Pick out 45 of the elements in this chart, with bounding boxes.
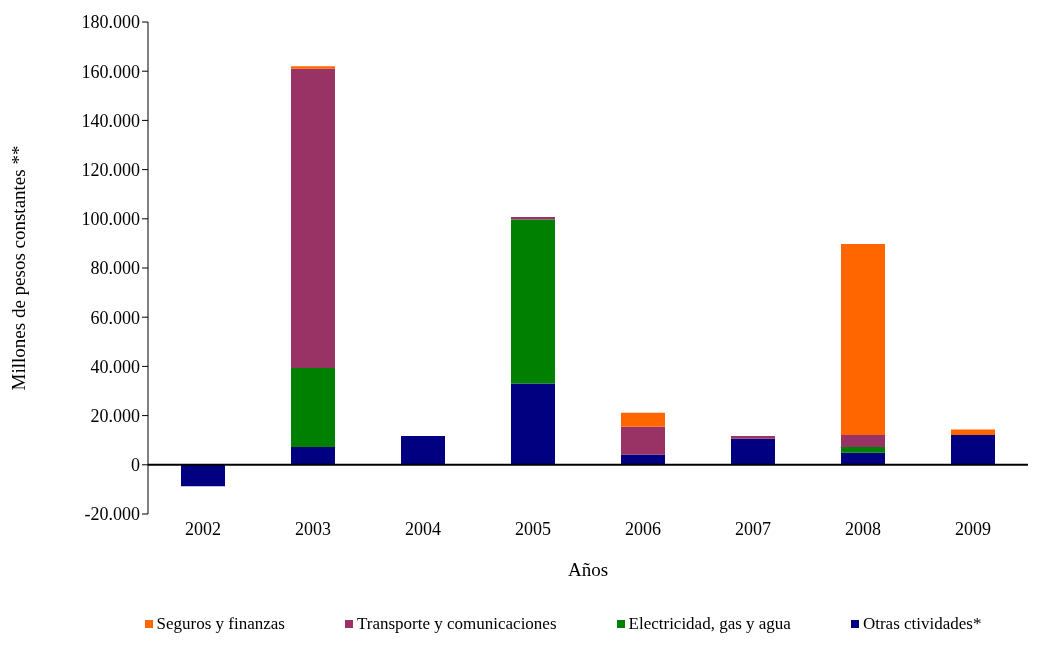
bar — [291, 367, 335, 448]
bar — [511, 217, 555, 220]
bar — [401, 436, 445, 465]
bar — [511, 219, 555, 384]
bar — [731, 438, 775, 465]
bar — [841, 452, 885, 465]
legend-label: Otras ctividades* — [862, 614, 982, 634]
y-tick-label: 40.000 — [90, 356, 140, 377]
bar — [621, 426, 665, 455]
bar — [291, 68, 335, 368]
y-axis-title: Millones de pesos constantes ** — [7, 145, 29, 391]
x-axis-title: Años — [567, 559, 609, 580]
bar — [841, 243, 885, 436]
bar — [951, 435, 995, 465]
x-tick-label: 2002 — [185, 518, 221, 539]
bar — [511, 383, 555, 465]
bar — [951, 429, 995, 436]
y-tick-label: 80.000 — [90, 258, 140, 279]
legend-label: Seguros y finanzas — [156, 614, 285, 634]
y-tick-label: 60.000 — [90, 307, 140, 328]
y-tick-label: 140.000 — [81, 110, 140, 131]
x-tick-label: 2003 — [295, 518, 331, 539]
x-tick-label: 2008 — [845, 518, 881, 539]
x-tick-label: 2009 — [955, 518, 991, 539]
bar — [731, 436, 775, 439]
y-tick-label: 180.000 — [81, 12, 140, 33]
bar — [181, 464, 225, 487]
bar — [621, 454, 665, 465]
legend-label: Transporte y comunicaciones — [356, 614, 557, 634]
legend-label: Electricidad, gas y agua — [628, 614, 791, 634]
x-tick-label: 2006 — [625, 518, 661, 539]
y-tick-label: -20.000 — [84, 504, 140, 525]
x-tick-label: 2007 — [735, 518, 771, 539]
y-tick-label: 100.000 — [81, 209, 140, 230]
bar — [291, 447, 335, 465]
y-tick-label: 20.000 — [90, 405, 140, 426]
y-tick-label: 160.000 — [81, 61, 140, 82]
bar — [841, 447, 885, 453]
bar — [291, 66, 335, 69]
y-tick-label: 0 — [131, 455, 140, 476]
x-tick-label: 2004 — [405, 518, 441, 539]
bar — [841, 435, 885, 448]
x-tick-label: 2005 — [515, 518, 551, 539]
y-tick-label: 120.000 — [81, 159, 140, 180]
bar — [621, 412, 665, 427]
